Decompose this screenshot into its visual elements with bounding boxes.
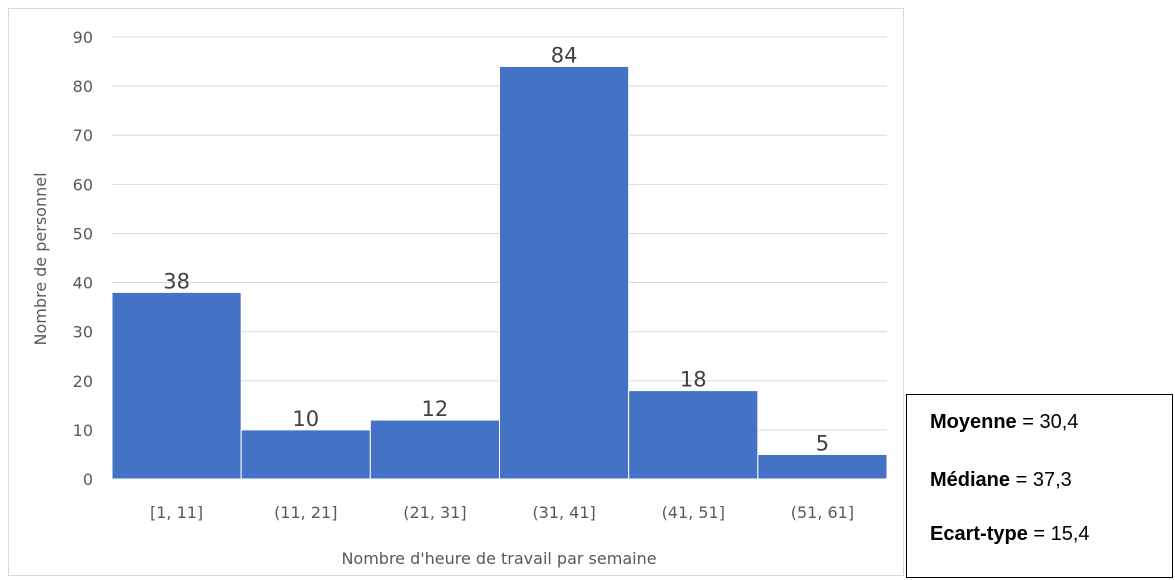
y-tick-label: 40	[73, 274, 93, 293]
x-tick-label: (41, 51]	[662, 503, 725, 522]
median-value: = 37,3	[1015, 469, 1072, 491]
x-tick-label: (51, 61]	[791, 503, 854, 522]
x-axis-title: Nombre d'heure de travail par semaine	[341, 549, 656, 568]
data-label: 18	[680, 368, 707, 392]
bar	[628, 390, 759, 480]
x-tick-label: (31, 41]	[532, 503, 595, 522]
median-label: Médiane	[930, 469, 1011, 491]
y-tick-label: 70	[73, 126, 93, 145]
data-labels: 38 10 12 84 18 5	[163, 43, 829, 455]
std-stat: Ecart-type = 15,4	[930, 523, 1090, 546]
y-axis-ticks: 0 10 20 30 40 50 60 70 80 90	[73, 28, 93, 489]
chart-area: 0 10 20 30 40 50 60 70 80 90 [1, 11] (11, 21] (21, …	[8, 8, 904, 576]
x-axis-ticks: [1, 11] (11, 21] (21, 31] (31, 41] (41, 51] (…	[150, 503, 854, 522]
statistics-box: Moyenne = 30,4 Médiane = 37,3 Ecart-type…	[906, 394, 1173, 578]
median-stat: Médiane = 37,3	[930, 469, 1072, 492]
bars	[111, 65, 888, 480]
mean-value: = 30,4	[1022, 411, 1079, 433]
data-label: 84	[551, 43, 578, 67]
y-tick-label: 0	[83, 470, 93, 489]
std-label: Ecart-type	[930, 523, 1028, 545]
bar	[240, 429, 371, 480]
y-tick-label: 50	[73, 224, 93, 243]
mean-stat: Moyenne = 30,4	[930, 411, 1078, 434]
y-tick-label: 20	[73, 372, 93, 391]
x-tick-label: [1, 11]	[150, 503, 203, 522]
x-tick-label: (11, 21]	[274, 503, 337, 522]
mean-label: Moyenne	[930, 411, 1017, 433]
y-tick-label: 30	[73, 323, 93, 342]
data-label: 10	[292, 407, 319, 431]
bar	[369, 419, 501, 480]
y-tick-label: 60	[73, 175, 93, 194]
bar	[757, 453, 888, 480]
histogram-chart: 0 10 20 30 40 50 60 70 80 90 [1, 11] (11, 21] (21, …	[31, 28, 888, 568]
y-tick-label: 10	[73, 421, 93, 440]
std-value: = 15,4	[1033, 523, 1090, 545]
bar	[499, 65, 630, 480]
data-label: 12	[422, 397, 449, 421]
x-tick-label: (21, 31]	[403, 503, 466, 522]
y-tick-label: 80	[73, 77, 93, 96]
data-label: 38	[163, 269, 190, 293]
bar	[111, 291, 242, 480]
y-tick-label: 90	[73, 28, 93, 47]
data-label: 5	[816, 431, 829, 455]
y-axis-title: Nombre de personnel	[31, 172, 50, 345]
